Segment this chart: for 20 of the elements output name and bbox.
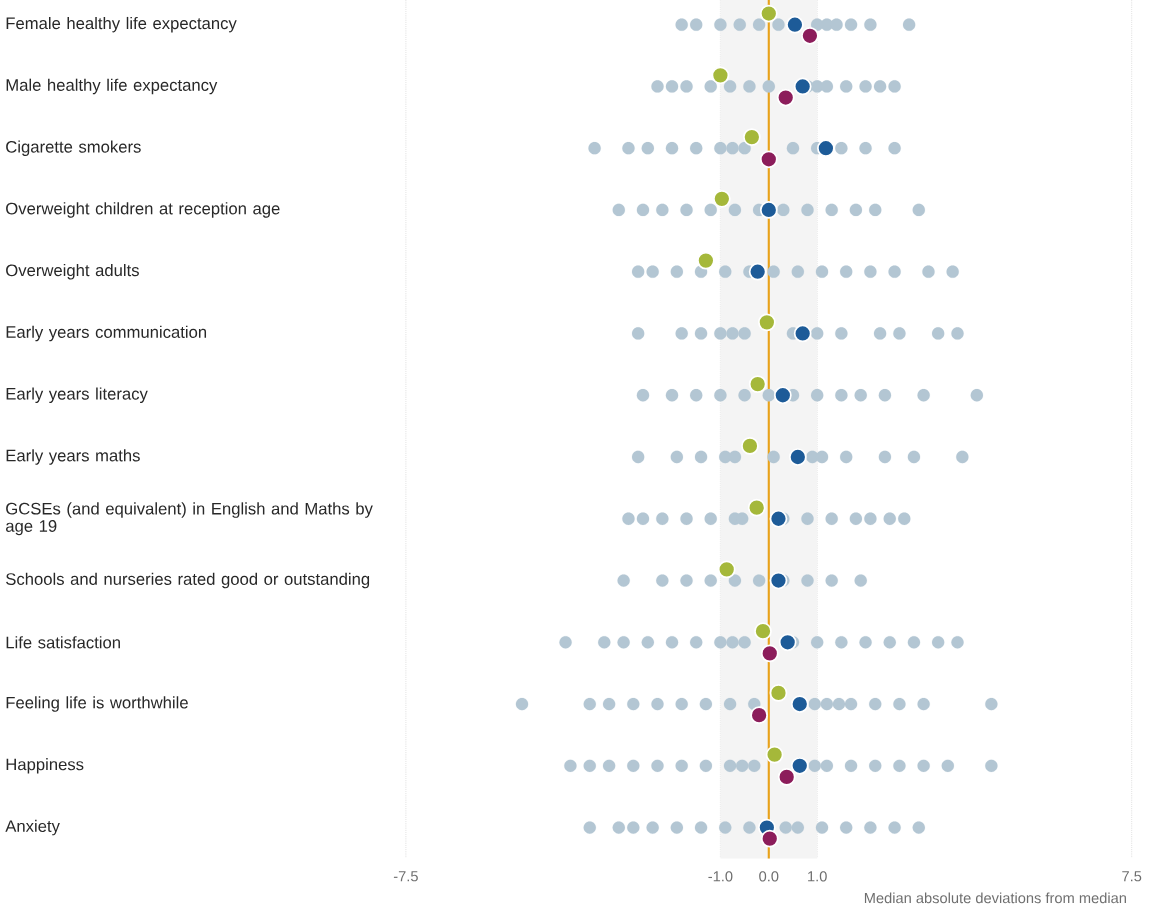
y-tick-label: Anxiety <box>5 819 60 836</box>
y-tick-label: Early years communication <box>6 325 207 342</box>
x-tick-label: -7.5 <box>393 871 418 882</box>
y-tick-label: Male healthy life expectancy <box>6 78 218 95</box>
x-tick-label: -1.0 <box>708 871 733 882</box>
y-tick-label: Life satisfaction <box>6 636 120 649</box>
x-tick-label: 0.0 <box>759 871 779 882</box>
y-tick-label: Female healthy life expectancy <box>6 16 237 33</box>
x-axis-title: Median absolute deviations from median <box>864 892 1126 904</box>
y-tick-label: Early years maths <box>6 449 140 465</box>
x-tick-label: 1.0 <box>808 871 827 882</box>
x-tick-label: 7.5 <box>1122 871 1142 882</box>
y-tick-label: Schools and nurseries rated good or outstanding <box>6 572 370 589</box>
y-tick-label: Overweight children at reception age <box>6 202 280 218</box>
y-tick-label: Cigarette smokers <box>6 140 141 156</box>
y-tick-label: GCSEs (and equivalent) in English and Maths by age 19 <box>6 502 373 536</box>
y-tick-label: Early years literacy <box>6 387 148 403</box>
y-tick-label: Overweight adults <box>6 263 139 280</box>
y-tick-label: Feeling life is worthwhile <box>6 696 188 712</box>
y-tick-label: Happiness <box>6 757 84 774</box>
